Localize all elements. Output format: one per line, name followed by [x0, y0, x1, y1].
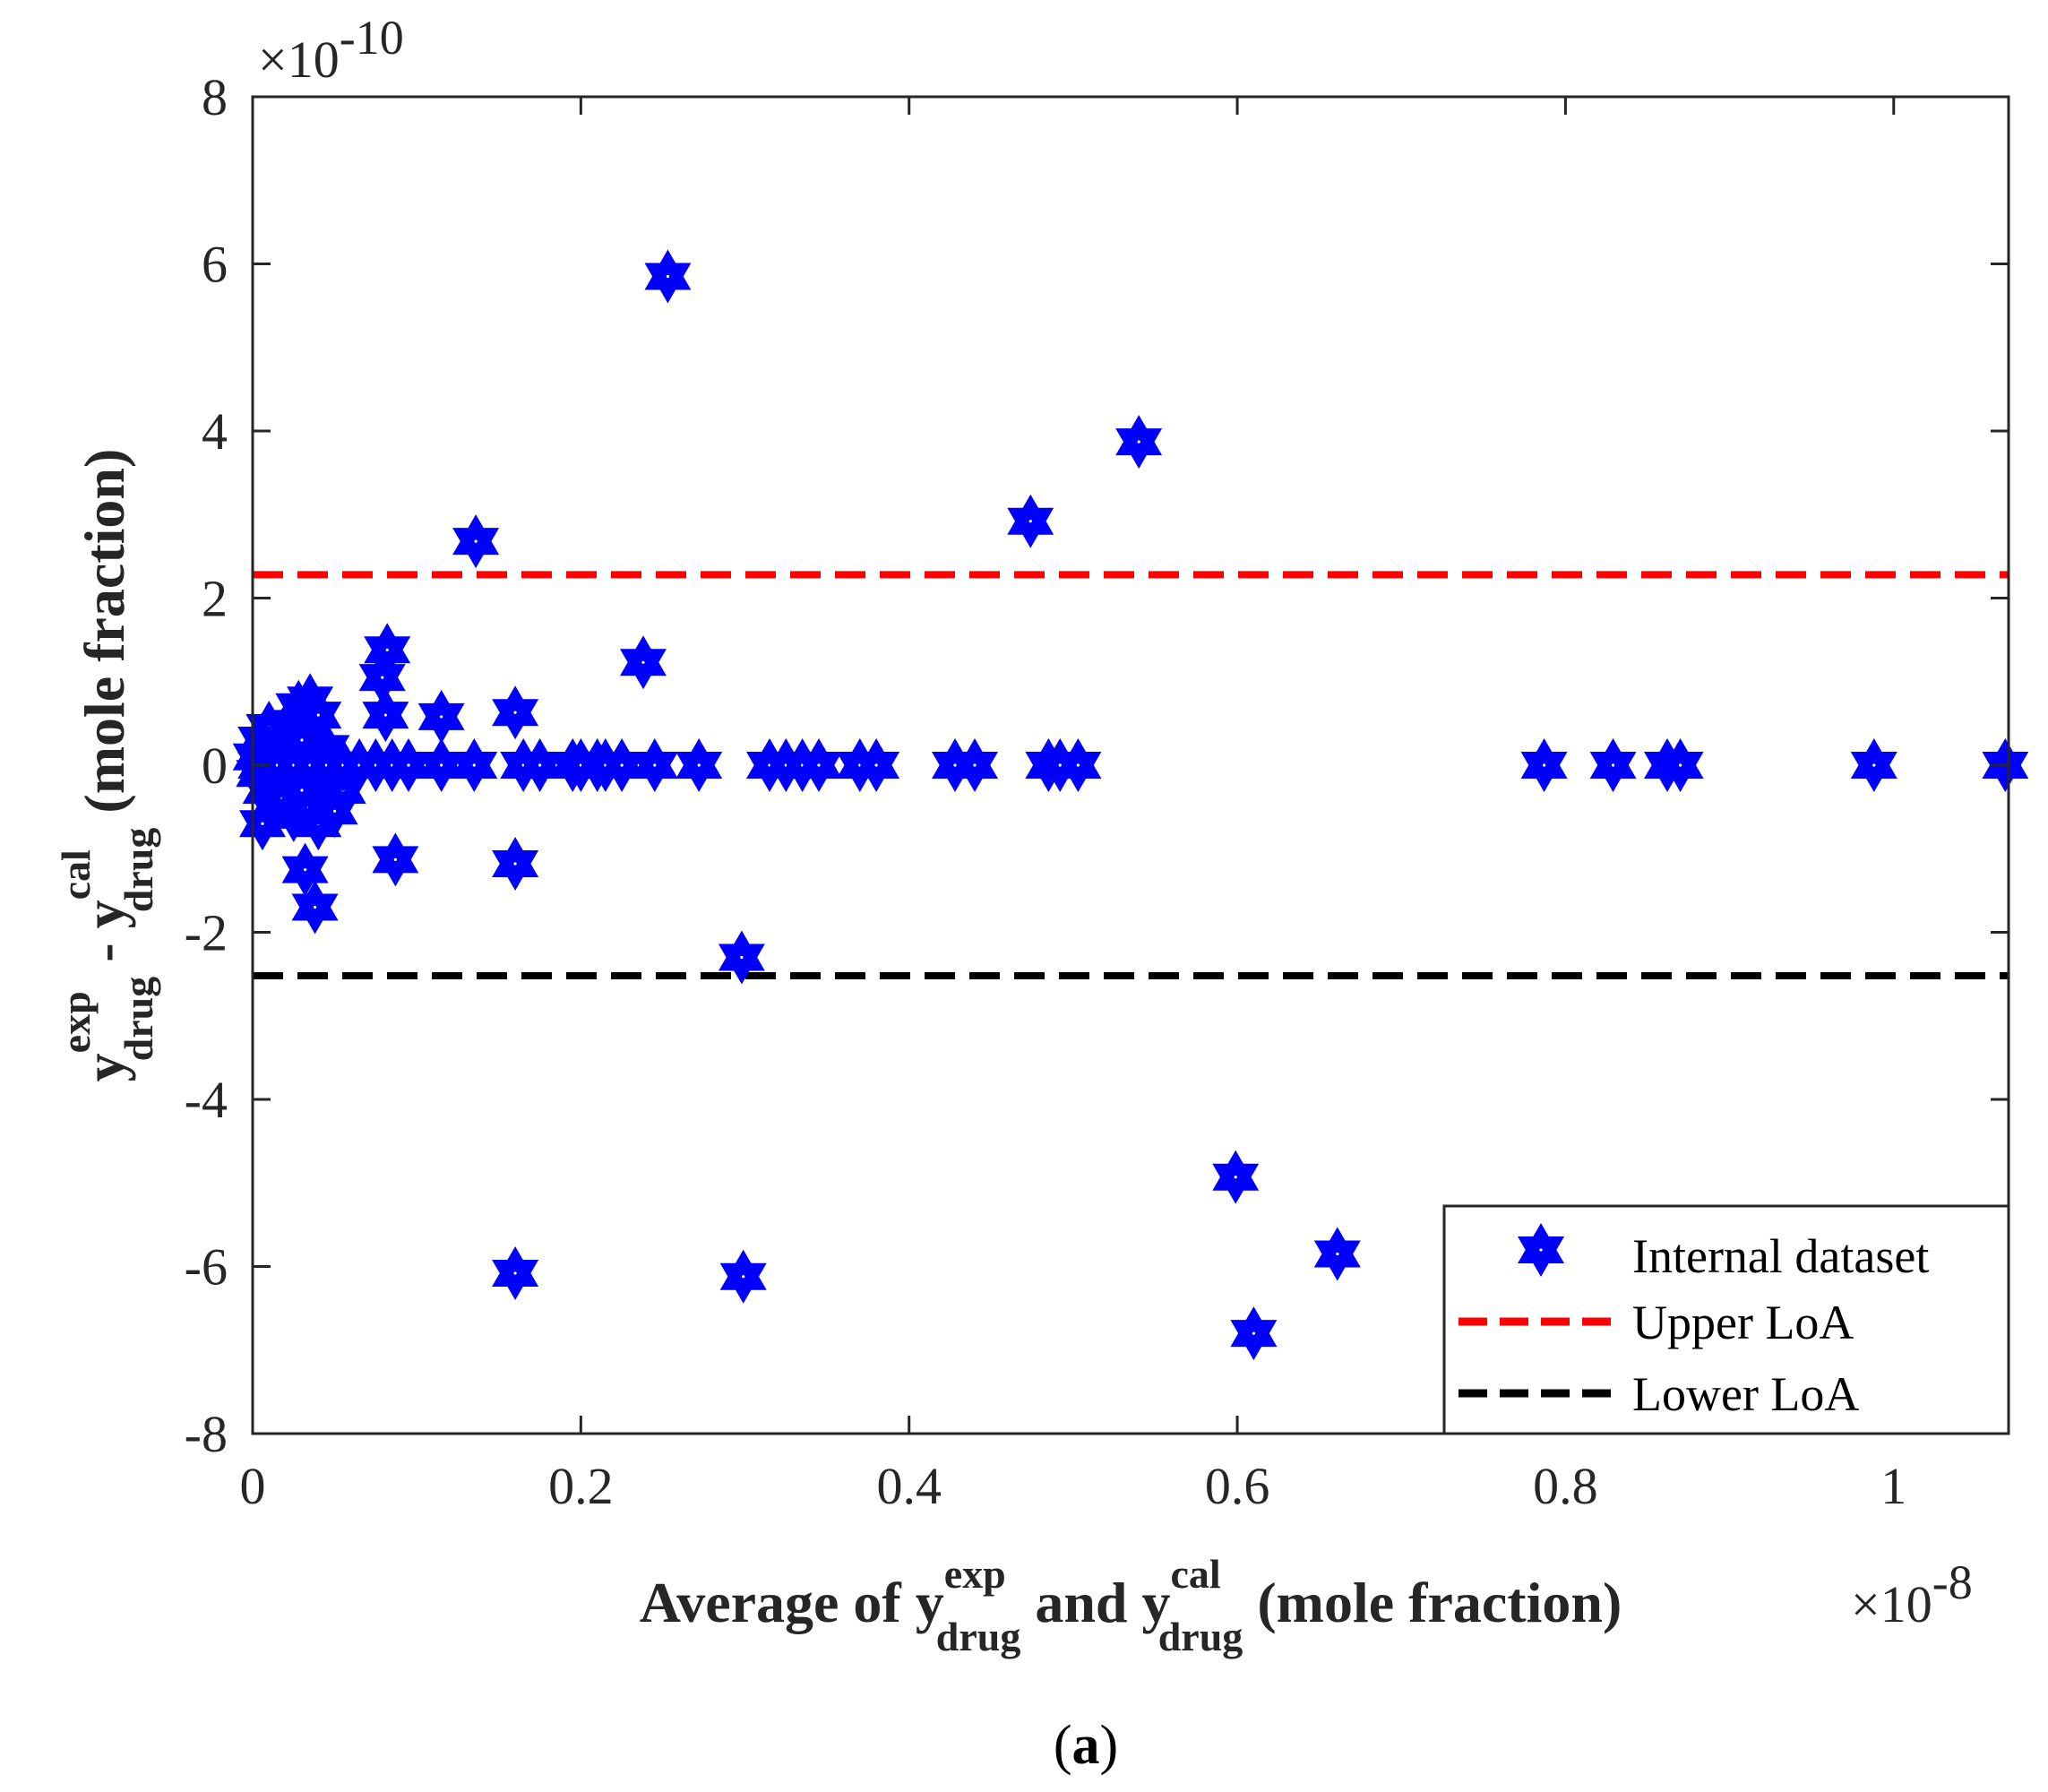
data-point [358, 650, 406, 705]
data-point [372, 832, 419, 887]
data-point [281, 842, 329, 897]
loa-lines [253, 571, 2009, 979]
data-point [1656, 738, 1704, 792]
y-tick-label: 4 [202, 402, 228, 461]
y-axis-ticks: -8 -6 -4 -2 0 2 4 6 8 [185, 68, 2009, 1463]
data-point [631, 738, 678, 792]
data-point [675, 738, 723, 792]
data-point [364, 623, 411, 677]
data-point [853, 738, 900, 792]
y-tick-label: -2 [185, 904, 228, 962]
data-point [951, 738, 998, 792]
y-multiplier: ×10-10 [258, 11, 404, 89]
y-tick-label: -4 [185, 1071, 228, 1129]
y-tick-label: -6 [185, 1238, 228, 1297]
data-points [232, 249, 2029, 1361]
y-tick-label: 8 [202, 68, 228, 126]
data-point [1230, 1306, 1278, 1361]
x-tick-label: 0.6 [1205, 1457, 1270, 1515]
data-point [417, 689, 465, 744]
y-tick-label: 0 [202, 737, 228, 795]
x-tick-label: 1 [1880, 1457, 1906, 1515]
data-point [492, 837, 539, 891]
x-tick-label: 0.2 [548, 1457, 614, 1515]
data-point [598, 738, 646, 792]
x-tick-label: 0.8 [1533, 1457, 1598, 1515]
y-tick-label: -8 [185, 1405, 228, 1463]
y-tick-label: 6 [202, 236, 228, 294]
legend-label-internal: Internal dataset [1632, 1229, 1929, 1283]
legend-marker-internal [1518, 1223, 1564, 1277]
x-tick-label: 0 [240, 1457, 266, 1515]
legend-label-upper: Upper LoA [1632, 1296, 1854, 1349]
figure-caption: (a) [1054, 1715, 1118, 1776]
data-point [362, 688, 409, 743]
data-point [796, 738, 842, 792]
legend-marker [1518, 1223, 1564, 1277]
data-point [492, 685, 539, 740]
data-point [1115, 415, 1163, 470]
data-point [644, 249, 692, 304]
y-tick-label: 2 [202, 570, 228, 628]
legend-label-lower: Lower LoA [1632, 1367, 1859, 1421]
x-multiplier: ×10-8 [1851, 1555, 1973, 1633]
data-point [1007, 494, 1054, 548]
data-point [1850, 738, 1897, 792]
data-point [452, 514, 500, 569]
data-point [620, 635, 667, 690]
data-point [451, 738, 498, 792]
data-point [719, 1249, 767, 1304]
data-point [1589, 738, 1637, 792]
data-point [1313, 1227, 1361, 1281]
data-point [1212, 1150, 1260, 1204]
legend: Internal dataset Upper LoA Lower LoA [1442, 1204, 2010, 1435]
data-point [516, 738, 564, 792]
data-point [1054, 738, 1102, 792]
data-point [492, 1246, 539, 1300]
data-point [291, 880, 339, 935]
data-point [385, 738, 432, 792]
x-tick-label: 0.4 [876, 1457, 942, 1515]
x-axis-title: Average of yexp drug and ycal drug (mole f… [640, 1551, 1622, 1659]
data-point [718, 930, 765, 985]
y-axis-title: yexp drug - ycal drug (mole fraction) [53, 449, 161, 1082]
data-point [417, 738, 465, 792]
data-point [1520, 738, 1568, 792]
x-axis-ticks: 0 0.2 0.4 0.6 0.8 1 [240, 97, 1906, 1515]
